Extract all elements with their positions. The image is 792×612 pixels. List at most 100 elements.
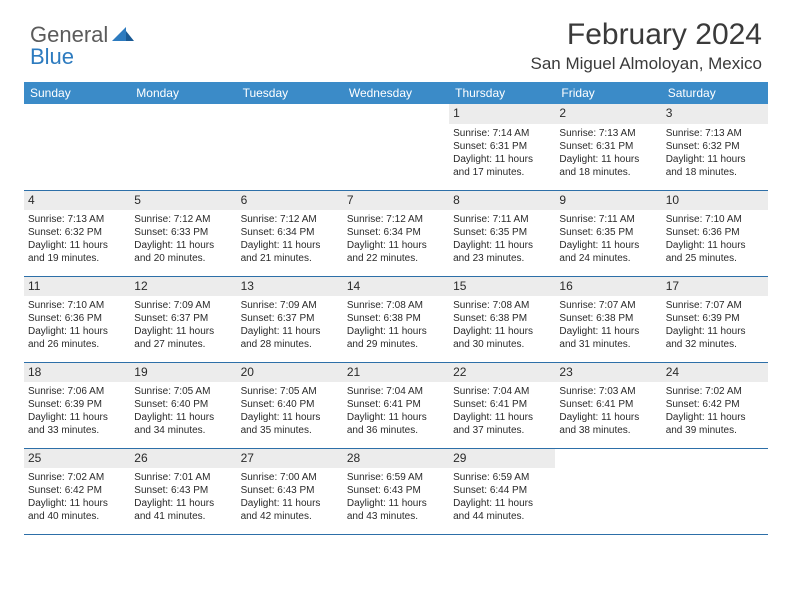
daylight-line: Daylight: 11 hours and 32 minutes.	[666, 325, 764, 351]
sunset-line: Sunset: 6:39 PM	[666, 312, 764, 325]
calendar-row: 1 Sunrise: 7:14 AM Sunset: 6:31 PMDaylight…	[24, 104, 768, 190]
day-number: 12	[130, 277, 236, 297]
calendar-day-cell: 23Sunrise: 7:03 AMSunset: 6:41 PMDayligh…	[555, 362, 661, 448]
sunrise-line: Sunrise: 6:59 AM	[347, 471, 445, 484]
calendar-row: 18Sunrise: 7:06 AMSunset: 6:39 PMDayligh…	[24, 362, 768, 448]
calendar-day-cell: 15Sunrise: 7:08 AMSunset: 6:38 PMDayligh…	[449, 276, 555, 362]
sunset-line: Sunset: 6:37 PM	[134, 312, 232, 325]
sunrise-line: Sunrise: 7:12 AM	[134, 213, 232, 226]
day-number: 10	[662, 191, 768, 211]
daylight-line: Daylight: 11 hours and 34 minutes.	[134, 411, 232, 437]
sunset-line: Sunset: 6:41 PM	[453, 398, 551, 411]
page-title: February 2024	[530, 18, 762, 52]
day-number: 24	[662, 363, 768, 383]
day-number: 7	[343, 191, 449, 211]
daylight-line: Daylight: 11 hours and 18 minutes.	[559, 153, 657, 179]
sunset-line: Sunset: 6:37 PM	[241, 312, 339, 325]
sunrise-line: Sunrise: 7:07 AM	[559, 299, 657, 312]
day-number: 2	[555, 104, 661, 124]
calendar-day-cell: 11Sunrise: 7:10 AMSunset: 6:36 PMDayligh…	[24, 276, 130, 362]
calendar-day-cell: 26Sunrise: 7:01 AMSunset: 6:43 PMDayligh…	[130, 448, 236, 534]
sunrise-line: Sunrise: 7:11 AM	[453, 213, 551, 226]
calendar-day-cell: 13Sunrise: 7:09 AMSunset: 6:37 PMDayligh…	[237, 276, 343, 362]
sunrise-line: Sunrise: 7:11 AM	[559, 213, 657, 226]
day-number: 1	[449, 104, 555, 124]
daylight-line: Daylight: 11 hours and 30 minutes.	[453, 325, 551, 351]
sunrise-line: Sunrise: 7:04 AM	[347, 385, 445, 398]
day-number: 11	[24, 277, 130, 297]
sunset-line: Sunset: 6:36 PM	[666, 226, 764, 239]
sunset-line: Sunset: 6:31 PM	[559, 140, 657, 153]
calendar-header-row: SundayMondayTuesdayWednesdayThursdayFrid…	[24, 82, 768, 104]
day-number: 14	[343, 277, 449, 297]
sunrise-line: Sunrise: 7:02 AM	[666, 385, 764, 398]
daylight-line: Daylight: 11 hours and 31 minutes.	[559, 325, 657, 351]
calendar-day-cell: 27Sunrise: 7:00 AMSunset: 6:43 PMDayligh…	[237, 448, 343, 534]
daylight-line: Daylight: 11 hours and 40 minutes.	[28, 497, 126, 523]
calendar-day-cell: 10Sunrise: 7:10 AMSunset: 6:36 PMDayligh…	[662, 190, 768, 276]
calendar-body: 1Sunrise: 7:14 AMSunset: 6:31 PMDaylight…	[24, 104, 768, 534]
sunset-line: Sunset: 6:32 PM	[666, 140, 764, 153]
calendar-day-cell: 14Sunrise: 7:08 AMSunset: 6:38 PMDayligh…	[343, 276, 449, 362]
sunrise-line: Sunrise: 7:12 AM	[347, 213, 445, 226]
sunset-line: Sunset: 6:32 PM	[28, 226, 126, 239]
sunrise-line: Sunrise: 7:05 AM	[134, 385, 232, 398]
calendar-day-cell: 9Sunrise: 7:11 AMSunset: 6:35 PMDaylight…	[555, 190, 661, 276]
calendar-day-cell: 25Sunrise: 7:02 AMSunset: 6:42 PMDayligh…	[24, 448, 130, 534]
daylight-line: Daylight: 11 hours and 43 minutes.	[347, 497, 445, 523]
sunrise-line: Sunrise: 7:05 AM	[241, 385, 339, 398]
calendar-empty-cell	[343, 104, 449, 190]
sunset-line: Sunset: 6:38 PM	[559, 312, 657, 325]
sunset-line: Sunset: 6:33 PM	[134, 226, 232, 239]
day-number: 3	[662, 104, 768, 124]
sunrise-line: Sunrise: 6:59 AM	[453, 471, 551, 484]
daylight-line: Daylight: 11 hours and 42 minutes.	[241, 497, 339, 523]
logo-text-blue: Blue	[30, 44, 74, 69]
calendar-row: 4Sunrise: 7:13 AMSunset: 6:32 PMDaylight…	[24, 190, 768, 276]
sunrise-line: Sunrise: 7:10 AM	[28, 299, 126, 312]
weekday-header: Friday	[555, 82, 661, 104]
daylight-line: Daylight: 11 hours and 37 minutes.	[453, 411, 551, 437]
calendar-day-cell: 22Sunrise: 7:04 AMSunset: 6:41 PMDayligh…	[449, 362, 555, 448]
sunrise-line: Sunrise: 7:10 AM	[666, 213, 764, 226]
day-number: 27	[237, 449, 343, 469]
calendar-day-cell: 5Sunrise: 7:12 AMSunset: 6:33 PMDaylight…	[130, 190, 236, 276]
sunrise-line: Sunrise: 7:14 AM	[453, 127, 551, 140]
sunrise-line: Sunrise: 7:06 AM	[28, 385, 126, 398]
calendar-empty-cell	[662, 448, 768, 534]
sunset-line: Sunset: 6:43 PM	[134, 484, 232, 497]
calendar-day-cell: 7Sunrise: 7:12 AMSunset: 6:34 PMDaylight…	[343, 190, 449, 276]
sunrise-line: Sunrise: 7:13 AM	[666, 127, 764, 140]
daylight-line: Daylight: 11 hours and 39 minutes.	[666, 411, 764, 437]
day-number: 18	[24, 363, 130, 383]
calendar-day-cell: 1Sunrise: 7:14 AMSunset: 6:31 PMDaylight…	[449, 104, 555, 190]
sunset-line: Sunset: 6:40 PM	[134, 398, 232, 411]
sunset-line: Sunset: 6:35 PM	[453, 226, 551, 239]
sunset-line: Sunset: 6:38 PM	[453, 312, 551, 325]
weekday-header: Wednesday	[343, 82, 449, 104]
day-number: 13	[237, 277, 343, 297]
daylight-line: Daylight: 11 hours and 33 minutes.	[28, 411, 126, 437]
calendar-row: 11Sunrise: 7:10 AMSunset: 6:36 PMDayligh…	[24, 276, 768, 362]
sunset-line: Sunset: 6:44 PM	[453, 484, 551, 497]
calendar-empty-cell	[24, 104, 130, 190]
sunrise-line: Sunrise: 7:08 AM	[347, 299, 445, 312]
calendar-day-cell: 3Sunrise: 7:13 AMSunset: 6:32 PMDaylight…	[662, 104, 768, 190]
calendar-day-cell: 24Sunrise: 7:02 AMSunset: 6:42 PMDayligh…	[662, 362, 768, 448]
day-number: 4	[24, 191, 130, 211]
sunset-line: Sunset: 6:41 PM	[559, 398, 657, 411]
calendar-day-cell: 6Sunrise: 7:12 AMSunset: 6:34 PMDaylight…	[237, 190, 343, 276]
sunset-line: Sunset: 6:43 PM	[347, 484, 445, 497]
day-number: 23	[555, 363, 661, 383]
sunrise-line: Sunrise: 7:01 AM	[134, 471, 232, 484]
calendar-day-cell: 2Sunrise: 7:13 AMSunset: 6:31 PMDaylight…	[555, 104, 661, 190]
sunset-line: Sunset: 6:39 PM	[28, 398, 126, 411]
daylight-line: Daylight: 11 hours and 20 minutes.	[134, 239, 232, 265]
logo-triangle-icon	[112, 25, 134, 46]
calendar-day-cell: 19 Sunrise: 7:05 AMSunset: 6:40 PMDayligh…	[130, 362, 236, 448]
daylight-line: Daylight: 11 hours and 28 minutes.	[241, 325, 339, 351]
day-number: 19	[130, 363, 236, 383]
weekday-header: Monday	[130, 82, 236, 104]
title-block: February 2024 San Miguel Almoloyan, Mexi…	[530, 18, 762, 74]
calendar-day-cell: 8Sunrise: 7:11 AMSunset: 6:35 PMDaylight…	[449, 190, 555, 276]
